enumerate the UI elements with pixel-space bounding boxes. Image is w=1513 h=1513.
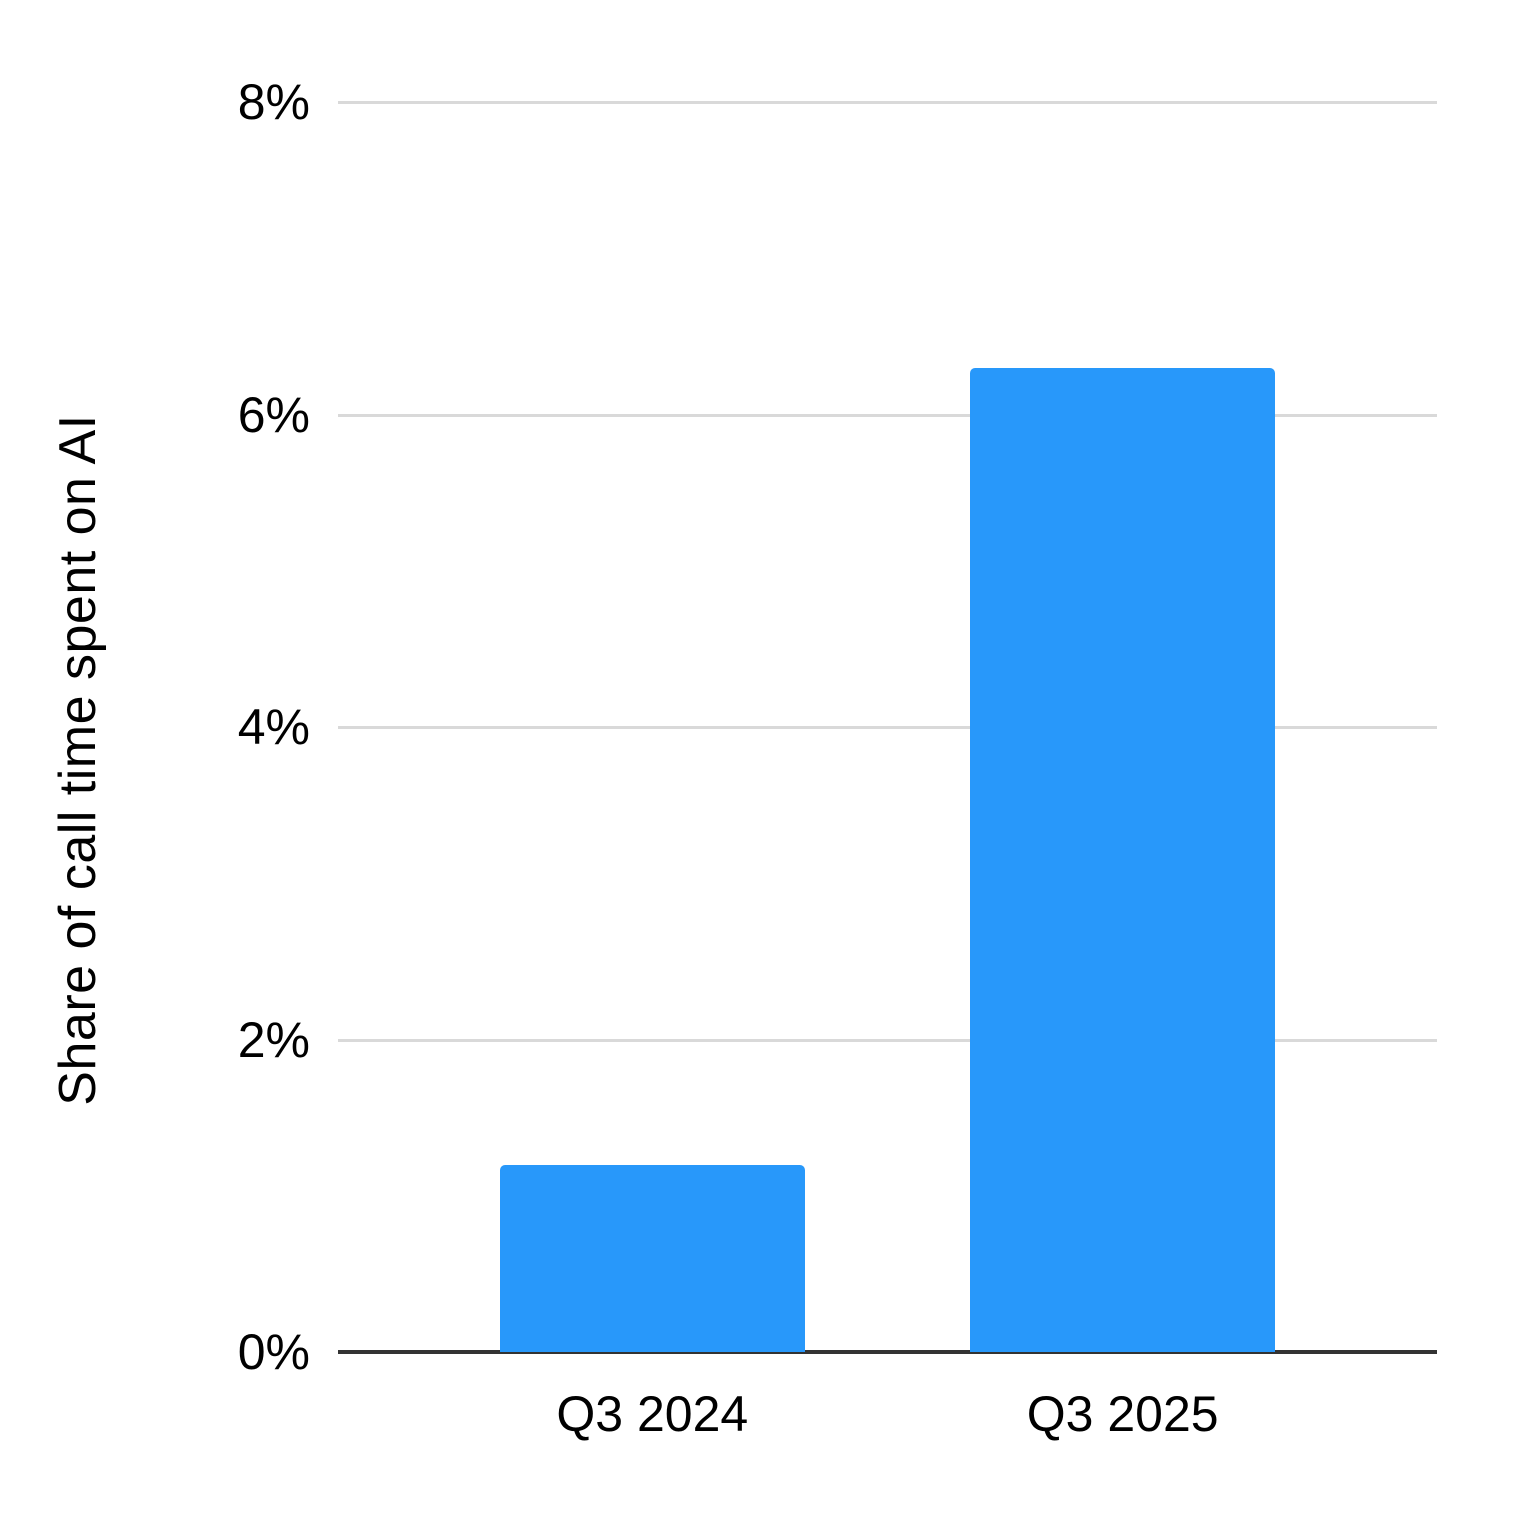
x-tick-label-q3-2025: Q3 2025 <box>1026 1386 1219 1442</box>
y-tick-label-2pct: 2% <box>237 1011 310 1068</box>
x-axis-line <box>338 1350 1437 1354</box>
y-tick-label-8pct: 8% <box>237 74 310 130</box>
gridline-4pct <box>338 726 1437 729</box>
x-tick-label-q3-2024: Q3 2024 <box>556 1386 749 1442</box>
bar-q3-2025 <box>969 367 1276 1352</box>
plot-area <box>338 101 1437 1354</box>
y-tick-label-0pct: 0% <box>237 1324 310 1380</box>
gridline-6pct <box>338 413 1437 417</box>
y-tick-label-4pct: 4% <box>237 699 310 755</box>
y-axis-title: Share of call time spent on AI <box>49 414 107 1106</box>
gridline-8pct <box>338 101 1437 104</box>
bar-q3-2024 <box>499 1164 806 1352</box>
y-tick-label-6pct: 6% <box>237 386 310 443</box>
gridline-2pct <box>338 1038 1437 1042</box>
